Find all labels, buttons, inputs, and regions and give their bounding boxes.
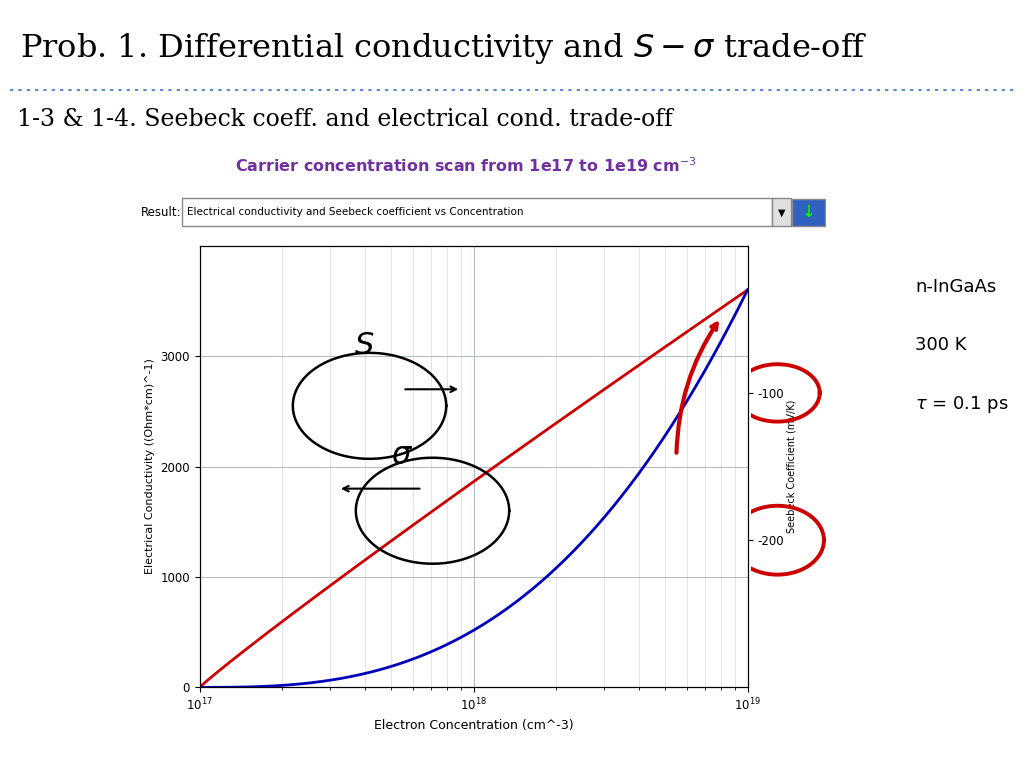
Text: $\sigma$: $\sigma$ <box>391 440 414 471</box>
Text: ↓: ↓ <box>802 204 815 221</box>
Text: $S$: $S$ <box>354 329 375 361</box>
Text: Carrier concentration scan from 1e17 to 1e19 cm$^{-3}$: Carrier concentration scan from 1e17 to … <box>236 156 696 174</box>
Text: PURDUE: PURDUE <box>67 725 118 735</box>
Text: $\tau$ = 0.1 ps: $\tau$ = 0.1 ps <box>915 395 1009 415</box>
Text: UNIVERSITY: UNIVERSITY <box>72 743 113 749</box>
FancyBboxPatch shape <box>182 198 772 227</box>
Text: NANOHUB: NANOHUB <box>17 729 65 738</box>
FancyBboxPatch shape <box>793 199 824 226</box>
Text: ▼: ▼ <box>777 207 785 217</box>
X-axis label: Electron Concentration (cm^-3): Electron Concentration (cm^-3) <box>374 720 573 732</box>
FancyBboxPatch shape <box>772 198 792 227</box>
Text: Prob. 1. Differential conductivity and $S-\sigma$ trade-off: Prob. 1. Differential conductivity and $… <box>20 31 868 66</box>
Text: Result:: Result: <box>140 206 181 219</box>
Text: n-InGaAs: n-InGaAs <box>915 278 996 296</box>
Text: 1-3 & 1-4. Seebeck coeff. and electrical cond. trade-off: 1-3 & 1-4. Seebeck coeff. and electrical… <box>17 108 673 131</box>
Text: 8: 8 <box>981 727 993 746</box>
Text: 300 K: 300 K <box>915 336 967 354</box>
Y-axis label: Seebeck Coefficient (mV/K): Seebeck Coefficient (mV/K) <box>786 400 797 533</box>
Text: A. Shakouri-nanoHUB-U-Fall 2013: A. Shakouri-nanoHUB-U-Fall 2013 <box>343 727 681 746</box>
Y-axis label: Electrical Conductivity ((Ohm*cm)^-1): Electrical Conductivity ((Ohm*cm)^-1) <box>144 359 155 574</box>
Text: Electrical conductivity and Seebeck coefficient vs Concentration: Electrical conductivity and Seebeck coef… <box>187 207 523 217</box>
